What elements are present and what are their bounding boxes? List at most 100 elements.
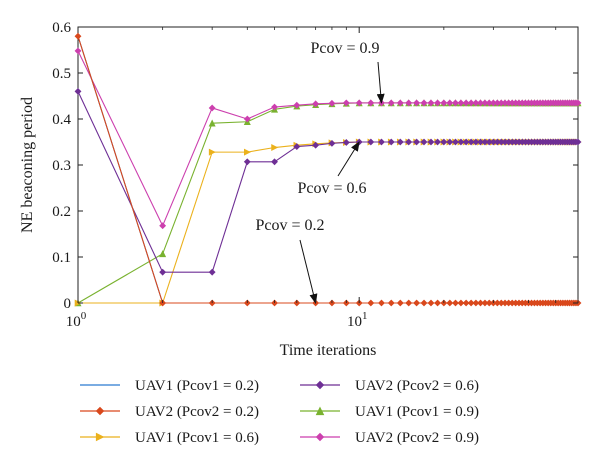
legend-item-5: UAV1 (Pcov1 = 0.9) bbox=[300, 404, 479, 420]
x-tick-label-1: 101 bbox=[347, 310, 368, 330]
data-point-s4-20 bbox=[440, 138, 448, 146]
data-point-s4-8 bbox=[328, 139, 336, 147]
data-point-s4-22 bbox=[452, 138, 459, 146]
data-point-s6-22 bbox=[452, 99, 459, 107]
data-point-s6-17 bbox=[420, 99, 428, 107]
data-point-s4-25 bbox=[467, 138, 475, 146]
legend-item-4: UAV2 (Pcov2 = 0.6) bbox=[300, 378, 479, 394]
legend-label-1: UAV1 (Pcov1 = 0.2) bbox=[135, 378, 259, 394]
data-point-s2-15 bbox=[405, 299, 413, 307]
legend: UAV1 (Pcov1 = 0.2) UAV2 (Pcov2 = 0.6) UAV2… bbox=[80, 378, 479, 446]
data-point-s4-23 bbox=[457, 138, 465, 146]
data-point-s2-23 bbox=[457, 299, 465, 307]
series-layer bbox=[74, 32, 582, 307]
data-point-s4-13 bbox=[387, 138, 395, 146]
x-axis-title: Time iterations bbox=[280, 342, 377, 359]
data-point-s6-25 bbox=[467, 99, 475, 107]
series-2 bbox=[74, 32, 582, 307]
data-point-s4-14 bbox=[396, 138, 404, 146]
legend-item-3: UAV1 (Pcov1 = 0.6) bbox=[80, 430, 259, 446]
data-point-s4-3 bbox=[208, 268, 216, 276]
data-point-s4-21 bbox=[446, 138, 454, 146]
y-tick-label-3: 0.3 bbox=[52, 158, 71, 174]
legend-label-5: UAV1 (Pcov1 = 0.9) bbox=[355, 404, 479, 420]
data-point-s2-27 bbox=[477, 299, 484, 307]
data-point-s4-2 bbox=[159, 268, 167, 276]
data-point-s6-8 bbox=[328, 99, 336, 107]
data-point-s4-15 bbox=[405, 138, 413, 146]
data-point-s6-13 bbox=[387, 99, 395, 107]
data-point-s4-1 bbox=[74, 87, 82, 95]
data-point-s5-2 bbox=[159, 250, 167, 258]
data-point-s2-21 bbox=[446, 299, 454, 307]
legend-item-6: UAV2 (Pcov2 = 0.9) bbox=[300, 430, 479, 446]
y-tick-label-0: 0 bbox=[64, 296, 72, 312]
data-point-s2-24 bbox=[462, 299, 470, 307]
data-point-s6-3 bbox=[208, 104, 216, 112]
data-point-s6-11 bbox=[367, 99, 375, 107]
annotation-arrow-3 bbox=[299, 239, 318, 304]
data-point-s6-18 bbox=[427, 99, 435, 107]
legend-swatch-marker-4 bbox=[315, 380, 325, 390]
annotation-layer: Pcov = 0.9 Pcov = 0.6 Pcov = 0.2 bbox=[255, 40, 385, 304]
data-point-s6-27 bbox=[477, 99, 484, 107]
data-point-s2-26 bbox=[472, 299, 480, 307]
data-point-s2-19 bbox=[434, 299, 441, 307]
legend-swatch-marker-2 bbox=[95, 406, 105, 416]
data-point-s6-19 bbox=[434, 99, 441, 107]
data-point-s6-15 bbox=[405, 99, 413, 107]
data-point-s4-12 bbox=[378, 138, 385, 146]
x-tick-label-0: 100 bbox=[66, 310, 87, 330]
annotation-arrow-2 bbox=[337, 141, 360, 177]
data-point-s4-9 bbox=[342, 139, 350, 146]
data-point-s4-60 bbox=[574, 138, 582, 146]
y-tick-label-2: 0.2 bbox=[52, 204, 71, 220]
data-point-s4-11 bbox=[367, 138, 375, 146]
data-point-s6-14 bbox=[396, 99, 404, 107]
data-point-s6-10 bbox=[355, 99, 363, 107]
legend-swatch-marker-3 bbox=[95, 432, 105, 442]
data-point-s2-11 bbox=[367, 299, 375, 307]
y-axis-title: NE beaconing period bbox=[19, 97, 36, 233]
data-point-s2-25 bbox=[467, 299, 475, 307]
data-point-s2-13 bbox=[387, 299, 395, 307]
annotation-label-1: Pcov = 0.9 bbox=[310, 40, 379, 57]
data-point-s2-16 bbox=[413, 299, 421, 307]
data-point-s4-5 bbox=[271, 158, 278, 166]
y-tick-label-6: 0.6 bbox=[52, 20, 71, 36]
data-point-s4-17 bbox=[420, 138, 428, 146]
data-point-s6-21 bbox=[446, 99, 454, 107]
axis-layer: 0 0.1 0.2 0.3 0.4 0.5 0.6 100 101 bbox=[52, 20, 579, 330]
data-point-s4-18 bbox=[427, 138, 435, 146]
data-point-s3-3 bbox=[208, 148, 216, 156]
legend-item-1: UAV1 (Pcov1 = 0.2) bbox=[80, 378, 259, 394]
data-point-s6-23 bbox=[457, 99, 465, 107]
data-point-s6-9 bbox=[342, 99, 350, 107]
annotation-arrow-1 bbox=[376, 61, 385, 104]
legend-swatch-marker-6 bbox=[315, 432, 325, 442]
data-point-s2-22 bbox=[452, 299, 459, 307]
series-6 bbox=[74, 47, 582, 230]
data-point-s2-17 bbox=[420, 299, 428, 307]
data-point-s6-16 bbox=[413, 99, 421, 107]
data-point-s6-4 bbox=[243, 115, 251, 123]
data-point-s4-26 bbox=[472, 138, 480, 146]
data-point-s6-2 bbox=[159, 222, 167, 230]
data-point-s4-16 bbox=[413, 138, 421, 146]
y-tick-label-4: 0.4 bbox=[52, 112, 71, 128]
data-point-s2-1 bbox=[74, 32, 82, 40]
legend-label-4: UAV2 (Pcov2 = 0.6) bbox=[355, 378, 479, 394]
data-point-s4-4 bbox=[243, 158, 251, 166]
y-tick-label-5: 0.5 bbox=[52, 66, 71, 82]
data-point-s4-7 bbox=[312, 141, 320, 149]
data-point-s6-1 bbox=[74, 47, 82, 55]
legend-label-2: UAV2 (Pcov2 = 0.2) bbox=[135, 404, 259, 420]
data-point-s4-6 bbox=[293, 143, 301, 151]
data-point-s6-20 bbox=[440, 99, 448, 107]
data-point-s3-5 bbox=[271, 144, 279, 152]
legend-swatch-marker-5 bbox=[315, 406, 325, 416]
data-point-s2-12 bbox=[378, 299, 385, 307]
y-tick-label-1: 0.1 bbox=[52, 250, 71, 266]
data-point-s2-14 bbox=[396, 299, 404, 307]
